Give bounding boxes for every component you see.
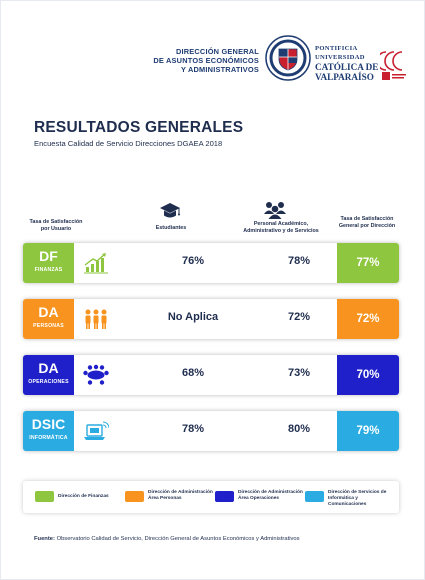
legend-swatch (125, 491, 144, 502)
legend-swatch (305, 491, 324, 502)
org-name-line: Y ADMINISTRATIVOS (181, 65, 259, 74)
students-value: 76% (181, 255, 205, 267)
legend-label: Dirección de Administración Área Persona… (148, 490, 214, 502)
direction-total-value: 79% (337, 411, 399, 451)
source-text: Observatorio Calidad de Servicio, Direcc… (56, 536, 300, 542)
org-name: DIRECCIÓN GENERAL DE ASUNTOS ECONÓMICOS … (141, 47, 259, 74)
staff-value: 72% (287, 311, 311, 323)
column-header-line: Administrativo y de Servicios (243, 228, 319, 234)
staff-value: 78% (287, 255, 311, 267)
legend-label: Dirección de Servicios de Informática y … (328, 490, 394, 508)
university-name-line: VALPARAÍSO (315, 72, 374, 82)
legend-label: Dirección de Administración Área Operaci… (238, 490, 304, 502)
legend-label-line: Dirección de Administración (238, 490, 303, 495)
page-subtitle: Encuesta Calidad de Servicio Direcciones… (34, 139, 223, 148)
direction-abbr: DA (38, 304, 59, 320)
university-name-line: CATÓLICA DE (315, 62, 379, 72)
laptop-wifi-icon (84, 421, 109, 440)
direction-tag: DA PERSONAS (23, 299, 74, 339)
column-header-direction-satisfaction: Tasa de Satisfacción General por Direcci… (335, 216, 399, 230)
legend: Dirección de Finanzas Dirección de Admin… (23, 481, 399, 513)
growth-chart-icon (84, 253, 108, 274)
result-row-operaciones: DA OPERACIONES 68% 73% 70% (23, 355, 399, 395)
result-row-informatica: DSIC INFORMÁTICA 78% 80% 79% (23, 411, 399, 451)
direction-total-value: 72% (337, 299, 399, 339)
result-row-finanzas: DF FINANZAS 76% 78% 77% (23, 243, 399, 283)
direction-area: OPERACIONES (28, 379, 69, 385)
direction-total-value: 77% (337, 243, 399, 283)
column-header-line: por Usuario (40, 226, 72, 232)
direction-tag: DA OPERACIONES (23, 355, 74, 395)
column-header-user-satisfaction: Tasa de Satisfacción por Usuario (21, 219, 91, 233)
org-name-line: DE ASUNTOS ECONÓMICOS (153, 56, 259, 65)
staff-value: 73% (287, 367, 311, 379)
legend-swatch (35, 491, 54, 502)
legend-swatch (215, 491, 234, 502)
direction-abbr: DA (38, 360, 59, 376)
students-value: 78% (181, 423, 205, 435)
legend-label-line: Área Operaciones (238, 496, 280, 501)
legend-label-line: Informática y Comunicaciones (328, 496, 367, 507)
column-header-line: Personal Académico, (253, 221, 309, 227)
students-value: No Aplica (167, 311, 219, 323)
direction-total-value: 70% (337, 355, 399, 395)
direction-abbr: DSIC (31, 416, 66, 432)
direction-tag: DF FINANZAS (23, 243, 74, 283)
legend-label-line: Área Personas (148, 496, 182, 501)
column-header-line: Tasa de Satisfacción (29, 219, 83, 225)
university-name-line: UNIVERSIDAD (315, 54, 365, 61)
people-group-icon (264, 202, 286, 219)
column-header-staff: Personal Académico, Administrativo y de … (237, 221, 325, 235)
source-label: Fuente: (34, 536, 55, 542)
legend-label-line: Dirección de Administración (148, 490, 213, 495)
legend-label: Dirección de Finanzas (58, 494, 124, 500)
column-header-students: Estudiantes (155, 225, 187, 231)
legend-label-line: Dirección de Servicios de (328, 490, 387, 495)
people-group-icon (85, 309, 107, 329)
result-row-personas: DA PERSONAS No Aplica 72% 72% (23, 299, 399, 339)
graduation-cap-icon (160, 203, 180, 218)
direction-tag: DSIC INFORMÁTICA (23, 411, 74, 451)
column-header-line: Tasa de Satisfacción (340, 216, 394, 222)
quality-seal-logo (380, 51, 406, 80)
page-title: RESULTADOS GENERALES (34, 119, 244, 136)
org-name-line: DIRECCIÓN GENERAL (175, 47, 259, 56)
legend-label-line: Dirección de Finanzas (58, 494, 109, 499)
university-name: PONTIFICIA UNIVERSIDAD CATÓLICA DE VALPA… (315, 44, 379, 82)
meeting-table-icon (83, 364, 109, 385)
staff-value: 80% (287, 423, 311, 435)
direction-area: INFORMÁTICA (29, 435, 68, 441)
direction-area: PERSONAS (33, 323, 64, 329)
university-name-line: PONTIFICIA (315, 45, 358, 52)
students-value: 68% (181, 367, 205, 379)
column-header-line: General por Dirección (338, 223, 396, 229)
direction-abbr: DF (39, 248, 58, 264)
university-seal-logo (265, 35, 311, 81)
direction-area: FINANZAS (34, 267, 63, 273)
source-note: Fuente: Observatorio Calidad de Servicio… (34, 536, 404, 542)
